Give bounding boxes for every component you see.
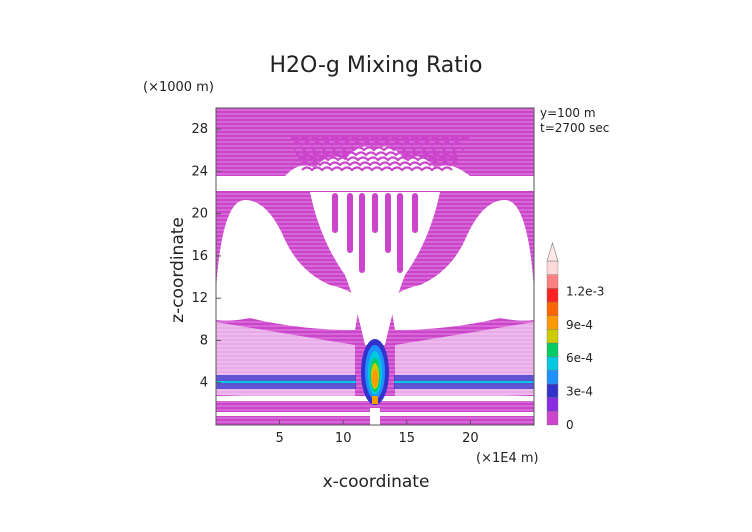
left-white-lobe xyxy=(216,200,360,330)
x-tick-label: 5 xyxy=(275,431,283,446)
wave-line xyxy=(299,161,461,167)
plume-stem xyxy=(372,396,378,404)
colorbar-arrow xyxy=(546,241,559,262)
colorbar: 0 3e-4 6e-4 9e-4 1.2e-3 xyxy=(546,241,604,432)
colorbar-swatch xyxy=(546,383,559,398)
plot-frame xyxy=(215,107,535,426)
wave-line xyxy=(297,156,459,162)
y-unit-label: (×1000 m) xyxy=(143,80,214,95)
colorbar-swatch xyxy=(546,356,559,371)
wave-line xyxy=(291,141,463,147)
central-plume xyxy=(361,339,389,405)
y-tick-label: 12 xyxy=(191,291,208,306)
upper-white-band xyxy=(216,176,534,191)
annotation-y: y=100 m xyxy=(540,106,596,120)
colorbar-swatch xyxy=(546,370,559,385)
colorbar-swatch xyxy=(546,301,559,316)
colorbar-swatch xyxy=(546,342,559,357)
left-cyan-line xyxy=(216,381,356,383)
right-cyan-line xyxy=(394,381,534,383)
y-tick-label: 20 xyxy=(191,207,208,222)
wave-line xyxy=(301,166,453,172)
x-unit-label: (×1E4 m) xyxy=(476,451,539,466)
finger-strip xyxy=(385,193,391,253)
wave-line xyxy=(289,136,471,142)
x-axis-label: x-coordinate xyxy=(323,472,430,492)
finger-strip xyxy=(347,193,353,253)
chart-title: H2O-g Mixing Ratio xyxy=(270,53,483,78)
colorbar-swatch xyxy=(546,329,559,344)
colorbar-swatch xyxy=(546,315,559,330)
finger-strip xyxy=(412,193,418,233)
wave-line xyxy=(293,146,465,152)
colorbar-swatch xyxy=(546,411,559,426)
colorbar-label: 9e-4 xyxy=(566,318,593,332)
x-tick-label: 10 xyxy=(335,431,352,446)
y-tick-label: 8 xyxy=(200,333,208,348)
finger-strip xyxy=(397,193,403,273)
x-tick-label: 15 xyxy=(399,431,416,446)
wave-stripes xyxy=(289,136,471,172)
surface-white-notch xyxy=(370,408,380,425)
plume-orange xyxy=(372,369,378,387)
purple-fingers xyxy=(332,193,418,273)
annotation-t: t=2700 sec xyxy=(540,121,609,135)
finger-strip xyxy=(359,193,365,273)
wave-line xyxy=(295,151,457,157)
plot-field xyxy=(216,108,534,425)
central-white-column xyxy=(310,192,440,345)
colorbar-label: 3e-4 xyxy=(566,385,593,399)
colorbar-swatch xyxy=(546,260,559,275)
finger-strip xyxy=(372,193,378,233)
finger-strip xyxy=(332,193,338,233)
x-tick-label: 20 xyxy=(462,431,479,446)
y-tick-label: 24 xyxy=(191,164,208,179)
y-tick-label: 16 xyxy=(191,249,208,264)
colorbar-swatch xyxy=(546,288,559,303)
y-tick-label: 4 xyxy=(200,376,208,391)
colorbar-label: 6e-4 xyxy=(566,351,593,365)
y-axis-label: z-coordinate xyxy=(168,217,188,323)
y-axis-ticks: 4 8 12 16 20 24 28 xyxy=(191,122,221,391)
right-white-lobe xyxy=(390,200,534,330)
colorbar-label: 1.2e-3 xyxy=(566,284,604,298)
colorbar-swatch xyxy=(546,397,559,412)
colorbar-label: 0 xyxy=(566,418,574,432)
x-axis-ticks: 5 10 15 20 xyxy=(275,420,479,446)
colorbar-swatch xyxy=(546,274,559,289)
y-tick-label: 28 xyxy=(191,122,208,137)
